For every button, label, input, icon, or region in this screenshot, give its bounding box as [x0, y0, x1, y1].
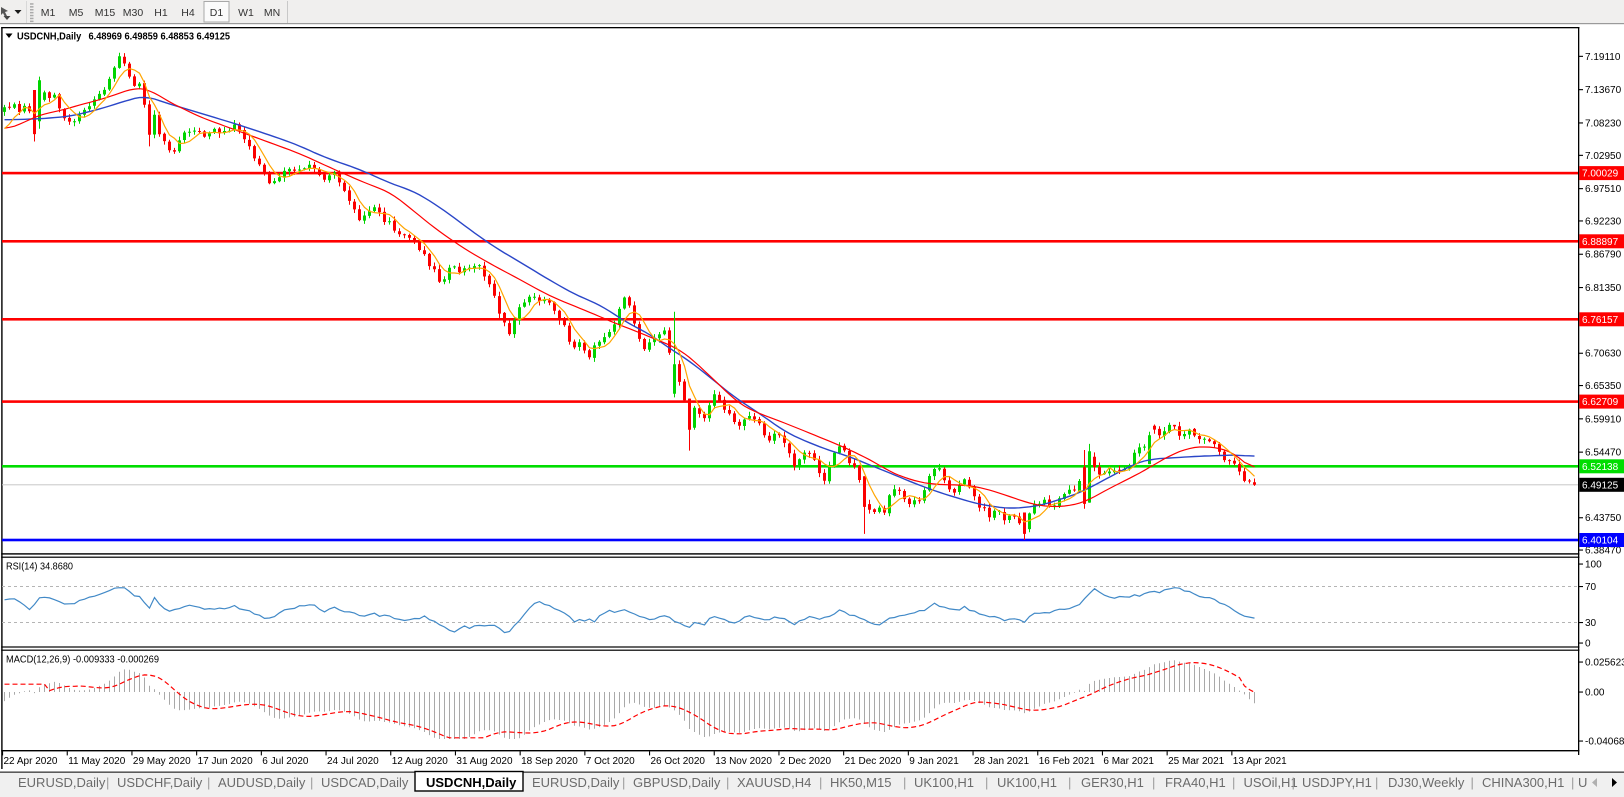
svg-text:M15: M15	[95, 7, 116, 19]
svg-text:|: |	[1571, 775, 1574, 790]
svg-text:USDCHF,Daily: USDCHF,Daily	[117, 775, 203, 790]
svg-text:EURUSD,Daily: EURUSD,Daily	[18, 775, 106, 790]
svg-text:6.62709: 6.62709	[1582, 397, 1619, 408]
svg-text:H4: H4	[181, 7, 195, 19]
svg-text:USDCNH,Daily 6.48969 6.49859: USDCNH,Daily 6.48969 6.49859 6.48853 6.4…	[17, 31, 230, 43]
svg-text:70: 70	[1585, 582, 1597, 593]
svg-text:FRA40,H1: FRA40,H1	[1165, 775, 1226, 790]
svg-text:D1: D1	[210, 7, 224, 19]
svg-text:6.38470: 6.38470	[1585, 546, 1622, 557]
svg-text:USDCAD,Daily: USDCAD,Daily	[321, 775, 409, 790]
svg-text:DJ30,Weekly: DJ30,Weekly	[1388, 775, 1465, 790]
svg-text:W1: W1	[238, 7, 254, 19]
svg-text:EURUSD,Daily: EURUSD,Daily	[532, 775, 620, 790]
svg-text:7.00029: 7.00029	[1582, 169, 1619, 180]
svg-text:|: |	[310, 775, 313, 790]
svg-text:7.02950: 7.02950	[1585, 151, 1622, 162]
svg-text:6.76157: 6.76157	[1582, 315, 1619, 326]
svg-text:6.70630: 6.70630	[1585, 349, 1622, 360]
svg-text:6.97510: 6.97510	[1585, 184, 1622, 195]
svg-text:0.00: 0.00	[1585, 688, 1605, 699]
svg-text:6.88897: 6.88897	[1582, 237, 1619, 248]
svg-text:CHINA300,H1: CHINA300,H1	[1482, 775, 1564, 790]
svg-text:28 Jan 2021: 28 Jan 2021	[974, 756, 1029, 767]
svg-text:|: |	[207, 775, 210, 790]
svg-text:USDCNH,Daily: USDCNH,Daily	[426, 775, 517, 790]
svg-text:13 Apr 2021: 13 Apr 2021	[1233, 756, 1287, 767]
svg-text:100: 100	[1585, 560, 1602, 571]
svg-text:UK100,H1: UK100,H1	[914, 775, 974, 790]
svg-text:17 Jun 2020: 17 Jun 2020	[198, 756, 253, 767]
svg-text:6 Jul 2020: 6 Jul 2020	[262, 756, 309, 767]
svg-text:|: |	[1375, 775, 1378, 790]
svg-text:|: |	[726, 775, 729, 790]
svg-text:MN: MN	[264, 7, 280, 19]
svg-text:6.52138: 6.52138	[1582, 462, 1619, 473]
svg-text:-0.040687: -0.040687	[1585, 737, 1624, 748]
svg-text:9 Jan 2021: 9 Jan 2021	[909, 756, 959, 767]
svg-text:0: 0	[1585, 639, 1591, 650]
svg-text:6.86790: 6.86790	[1585, 250, 1622, 261]
svg-text:13 Nov 2020: 13 Nov 2020	[715, 756, 772, 767]
svg-text:7.08230: 7.08230	[1585, 118, 1622, 129]
svg-text:USOil,H1: USOil,H1	[1244, 775, 1298, 790]
svg-text:6.43750: 6.43750	[1585, 513, 1622, 524]
svg-text:USDJPY,H1: USDJPY,H1	[1302, 775, 1372, 790]
svg-text:|: |	[985, 775, 988, 790]
svg-text:26 Oct 2020: 26 Oct 2020	[651, 756, 706, 767]
svg-text:HK50,M15: HK50,M15	[830, 775, 891, 790]
svg-text:|: |	[1292, 775, 1295, 790]
svg-text:2 Dec 2020: 2 Dec 2020	[780, 756, 832, 767]
svg-text:6.40104: 6.40104	[1582, 536, 1619, 547]
svg-text:RSI(14) 34.8680: RSI(14) 34.8680	[6, 562, 73, 573]
svg-text:XAUUSD,H4: XAUUSD,H4	[737, 775, 811, 790]
svg-text:M30: M30	[123, 7, 144, 19]
svg-text:MACD(12,26,9) -0.009333 -0.000: MACD(12,26,9) -0.009333 -0.000269	[6, 655, 159, 666]
svg-text:|: |	[819, 775, 822, 790]
svg-text:6.49125: 6.49125	[1582, 480, 1619, 491]
svg-text:GER30,H1: GER30,H1	[1081, 775, 1144, 790]
svg-text:21 Dec 2020: 21 Dec 2020	[845, 756, 902, 767]
svg-text:7.13670: 7.13670	[1585, 85, 1622, 96]
svg-text:0.025623: 0.025623	[1585, 658, 1624, 669]
svg-text:12 Aug 2020: 12 Aug 2020	[392, 756, 449, 767]
svg-text:M5: M5	[69, 7, 84, 19]
svg-text:25 Mar 2021: 25 Mar 2021	[1168, 756, 1225, 767]
svg-text:31 Aug 2020: 31 Aug 2020	[456, 756, 513, 767]
svg-text:11 May 2020: 11 May 2020	[68, 756, 126, 767]
svg-text:H1: H1	[154, 7, 168, 19]
svg-text:6 Mar 2021: 6 Mar 2021	[1103, 756, 1154, 767]
svg-text:18 Sep 2020: 18 Sep 2020	[521, 756, 578, 767]
svg-text:|: |	[1068, 775, 1071, 790]
svg-text:UK100,H1: UK100,H1	[997, 775, 1057, 790]
svg-text:22 Apr 2020: 22 Apr 2020	[4, 756, 58, 767]
svg-text:|: |	[1471, 775, 1474, 790]
svg-text:6.65350: 6.65350	[1585, 381, 1622, 392]
svg-text:|: |	[106, 775, 109, 790]
svg-text:U: U	[1578, 775, 1587, 790]
svg-text:|: |	[1152, 775, 1155, 790]
svg-text:6.54470: 6.54470	[1585, 448, 1622, 459]
svg-text:|: |	[1232, 775, 1235, 790]
svg-text:6.59910: 6.59910	[1585, 414, 1622, 425]
svg-text:|: |	[903, 775, 906, 790]
svg-text:30: 30	[1585, 618, 1597, 629]
svg-text:GBPUSD,Daily: GBPUSD,Daily	[633, 775, 721, 790]
svg-text:29 May 2020: 29 May 2020	[133, 756, 191, 767]
svg-text:M1: M1	[41, 7, 56, 19]
svg-text:|: |	[622, 775, 625, 790]
svg-text:6.92230: 6.92230	[1585, 216, 1622, 227]
svg-text:AUDUSD,Daily: AUDUSD,Daily	[218, 775, 306, 790]
svg-text:6.81350: 6.81350	[1585, 283, 1622, 294]
svg-text:7.19110: 7.19110	[1585, 52, 1621, 63]
svg-text:16 Feb 2021: 16 Feb 2021	[1039, 756, 1096, 767]
svg-text:7 Oct 2020: 7 Oct 2020	[586, 756, 635, 767]
svg-text:24 Jul 2020: 24 Jul 2020	[327, 756, 379, 767]
